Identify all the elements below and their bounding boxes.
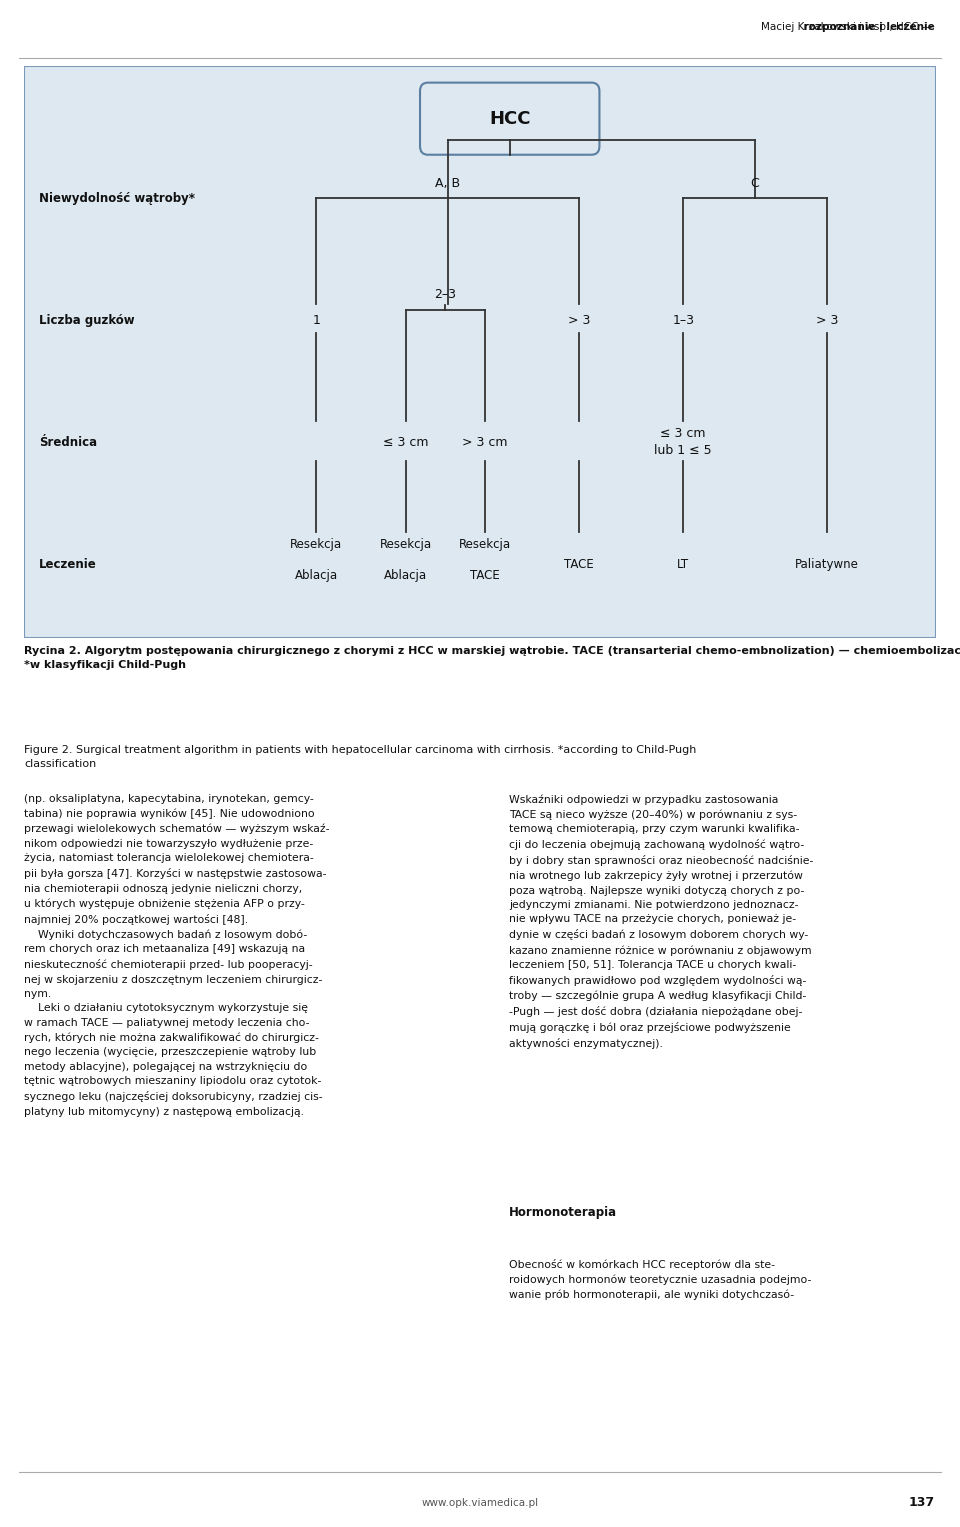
Text: A, B: A, B — [435, 177, 461, 189]
Text: TACE: TACE — [470, 570, 500, 582]
Text: LT: LT — [677, 557, 689, 571]
Text: Leczenie: Leczenie — [38, 557, 97, 571]
Text: Resekcja: Resekcja — [459, 539, 511, 551]
Text: TACE: TACE — [564, 557, 594, 571]
Text: Ablacja: Ablacja — [295, 570, 338, 582]
Text: HCC: HCC — [489, 110, 531, 128]
Text: 1: 1 — [313, 313, 321, 327]
Text: Obecność w komórkach HCC receptorów dla ste-
roidowych hormonów teoretycznie uza: Obecność w komórkach HCC receptorów dla … — [509, 1258, 811, 1301]
Text: rozpoznanie i leczenie: rozpoznanie i leczenie — [615, 23, 935, 32]
Text: ≤ 3 cm: ≤ 3 cm — [383, 435, 428, 449]
Text: Paliatywne: Paliatywne — [795, 557, 859, 571]
Text: Liczba guzków: Liczba guzków — [38, 313, 134, 327]
FancyBboxPatch shape — [420, 82, 599, 154]
Text: 137: 137 — [909, 1496, 935, 1510]
Text: ≤ 3 cm
lub 1 ≤ 5: ≤ 3 cm lub 1 ≤ 5 — [655, 428, 712, 457]
Text: 2–3: 2–3 — [434, 289, 456, 301]
Text: Rycina 2. Algorytm postępowania chirurgicznego z chorymi z HCC w marskiej wątrob: Rycina 2. Algorytm postępowania chirurgi… — [24, 646, 960, 670]
Text: Resekcja: Resekcja — [290, 539, 343, 551]
Text: C: C — [751, 177, 759, 189]
Text: > 3: > 3 — [568, 313, 590, 327]
Text: > 3: > 3 — [816, 313, 838, 327]
FancyBboxPatch shape — [24, 66, 936, 638]
Text: Średnica: Średnica — [38, 435, 97, 449]
Text: Hormonoterapia: Hormonoterapia — [509, 1206, 617, 1219]
Text: Niewydolność wątroby*: Niewydolność wątroby* — [38, 192, 195, 205]
Text: Figure 2. Surgical treatment algorithm in patients with hepatocellular carcinoma: Figure 2. Surgical treatment algorithm i… — [24, 745, 696, 770]
Text: Wskaźniki odpowiedzi w przypadku zastosowania
TACE są nieco wyższe (20–40%) w po: Wskaźniki odpowiedzi w przypadku zastoso… — [509, 794, 813, 1049]
Text: Resekcja: Resekcja — [379, 539, 432, 551]
Text: (np. oksaliplatyna, kapecytabina, irynotekan, gemcy-
tabina) nie poprawia wynikó: (np. oksaliplatyna, kapecytabina, irynot… — [24, 794, 329, 1116]
Text: Maciej Krzakowski i wsp., HCC —: Maciej Krzakowski i wsp., HCC — — [760, 23, 935, 32]
Text: www.opk.viamedica.pl: www.opk.viamedica.pl — [421, 1498, 539, 1509]
Text: 1–3: 1–3 — [672, 313, 694, 327]
Text: Ablacja: Ablacja — [384, 570, 427, 582]
Text: > 3 cm: > 3 cm — [462, 435, 508, 449]
